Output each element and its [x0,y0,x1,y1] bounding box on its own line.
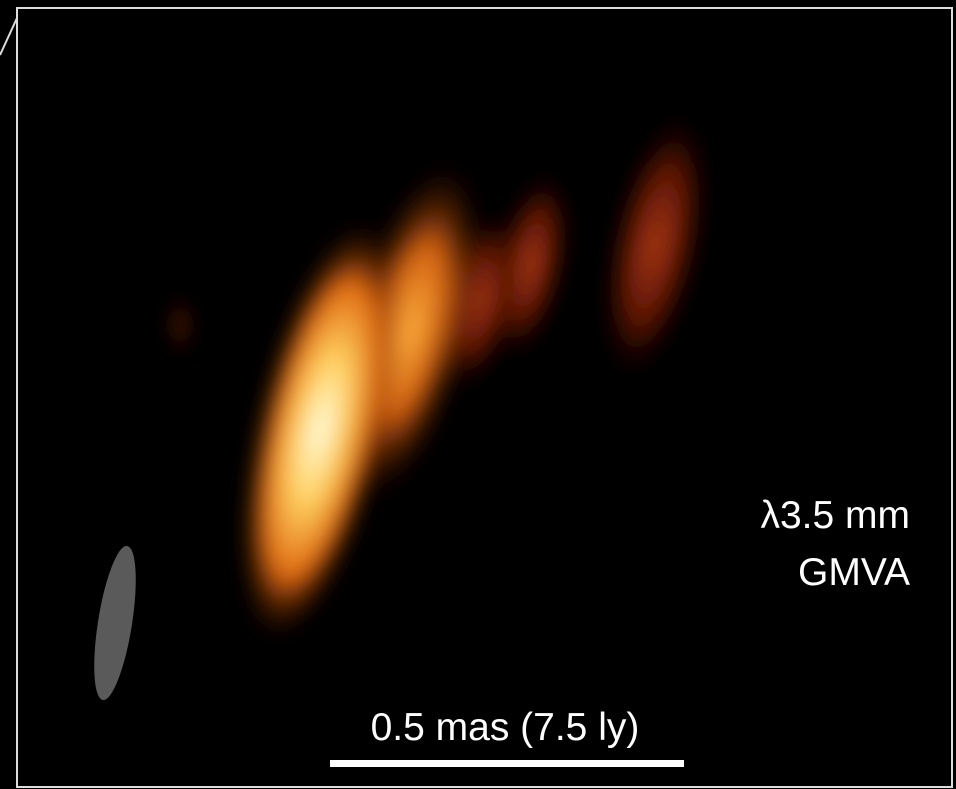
blob [174,295,186,355]
scale-bar [330,760,684,767]
scale-label: 0.5 mas (7.5 ly) [371,706,640,749]
radio-image: λ3.5 mm GMVA 0.5 mas (7.5 ly) [0,0,956,789]
background [0,0,956,789]
wavelength-label: λ3.5 mm [760,494,910,537]
array-label: GMVA [798,551,910,594]
